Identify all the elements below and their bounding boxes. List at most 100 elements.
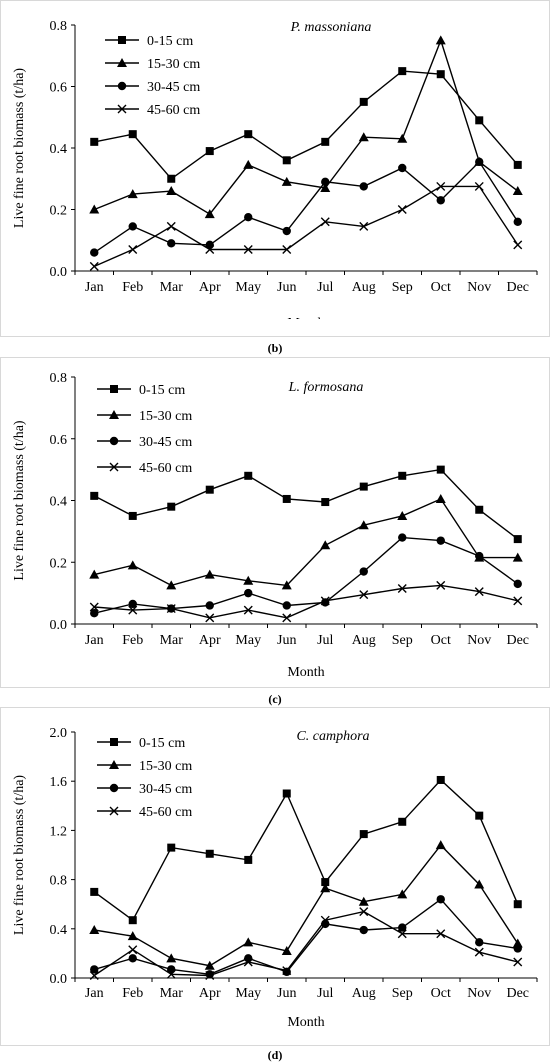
data-point [128, 945, 138, 955]
data-point [475, 505, 484, 514]
legend-label: 0-15 cm [147, 34, 193, 49]
data-point [359, 925, 368, 935]
data-point [320, 217, 330, 227]
x-tick-label: Jul [317, 986, 333, 1001]
data-point [282, 613, 292, 623]
data-point [127, 189, 138, 199]
legend-marker [109, 436, 119, 446]
data-point [397, 205, 407, 214]
x-tick-label: Jun [277, 633, 296, 648]
x-axis-title: Month [287, 665, 324, 680]
data-point [359, 482, 368, 491]
data-point [282, 494, 291, 503]
data-point [282, 789, 291, 798]
data-point [128, 511, 137, 520]
data-point [166, 953, 177, 963]
data-point [128, 244, 138, 254]
data-point [359, 567, 368, 576]
data-point [398, 817, 407, 826]
data-point [513, 217, 522, 226]
data-point [243, 244, 253, 254]
data-point [282, 601, 291, 610]
x-tick-label: Dec [506, 280, 529, 295]
x-axis-title: Month [287, 316, 324, 319]
data-point [359, 590, 369, 600]
legend-label: 30-45 cm [147, 80, 200, 95]
legend-label: 30-45 cm [139, 782, 192, 797]
legend-marker [109, 760, 119, 769]
x-tick-label: Mar [160, 280, 184, 295]
data-point [397, 583, 407, 593]
data-point [167, 174, 176, 183]
data-point [320, 915, 330, 925]
data-point [321, 137, 330, 146]
data-point [128, 222, 137, 231]
data-point [358, 132, 369, 142]
x-tick-label: Aug [352, 633, 376, 648]
data-point [474, 879, 485, 889]
data-point [398, 67, 407, 76]
x-tick-label: May [235, 280, 261, 295]
x-tick-label: Oct [431, 986, 451, 1001]
x-tick-label: Feb [122, 633, 143, 648]
data-point [204, 209, 215, 219]
data-point [89, 971, 99, 981]
legend-marker [110, 385, 118, 393]
data-point [166, 186, 177, 196]
data-point [359, 182, 368, 191]
data-point [167, 502, 176, 511]
data-point [475, 938, 484, 947]
x-axis-title: Month [287, 1015, 324, 1030]
series-line-1 [93, 468, 519, 540]
data-point [358, 896, 369, 906]
data-point [167, 239, 176, 248]
data-point [474, 947, 484, 957]
data-point [359, 830, 368, 839]
x-tick-label: Nov [467, 986, 491, 1001]
data-point [321, 498, 330, 507]
x-tick-label: Oct [431, 280, 451, 295]
data-point [128, 130, 137, 139]
data-point [205, 601, 214, 610]
data-point [321, 878, 330, 887]
data-point [512, 552, 523, 562]
data-point [282, 156, 291, 165]
legend-label: 45-60 cm [139, 805, 192, 820]
legend-marker [117, 104, 127, 114]
y-tick-label: 0.0 [50, 972, 68, 987]
data-point [474, 181, 484, 191]
legend-marker [109, 783, 119, 793]
x-tick-label: Mar [160, 633, 184, 648]
legend-label: 0-15 cm [139, 736, 185, 751]
data-point [166, 604, 176, 614]
x-tick-label: Feb [122, 280, 143, 295]
data-point [243, 605, 253, 615]
data-point [474, 587, 484, 597]
x-tick-label: Apr [199, 280, 221, 295]
chart-panel-d: 0.0 0.4 0.8 1.2 1.6 2.0 Jan Feb Mar Apr May Jun Jul A… [0, 707, 550, 1046]
data-point [167, 843, 176, 852]
x-tick-label: Aug [352, 280, 376, 295]
data-point [128, 954, 137, 963]
x-tick-label: Jul [317, 633, 333, 648]
x-tick-label: Dec [506, 633, 529, 648]
series-line-4 [94, 185, 519, 268]
y-tick-label: 0.4 [50, 923, 68, 938]
legend-label: 45-60 cm [139, 461, 192, 476]
data-point [398, 163, 407, 173]
data-point [128, 599, 137, 609]
data-point [244, 588, 253, 598]
data-point [281, 580, 292, 590]
data-point [321, 177, 330, 187]
data-point [90, 137, 99, 146]
series-line-4 [94, 584, 518, 619]
x-tick-label: Mar [160, 986, 184, 1001]
legend-label: 15-30 cm [139, 759, 192, 774]
data-point [512, 186, 523, 196]
legend-label: 0-15 cm [139, 383, 185, 398]
data-point [244, 212, 253, 222]
x-tick-label: Dec [506, 986, 529, 1001]
x-tick-label: Jun [277, 280, 296, 295]
data-point [513, 579, 522, 589]
data-point [513, 160, 522, 169]
